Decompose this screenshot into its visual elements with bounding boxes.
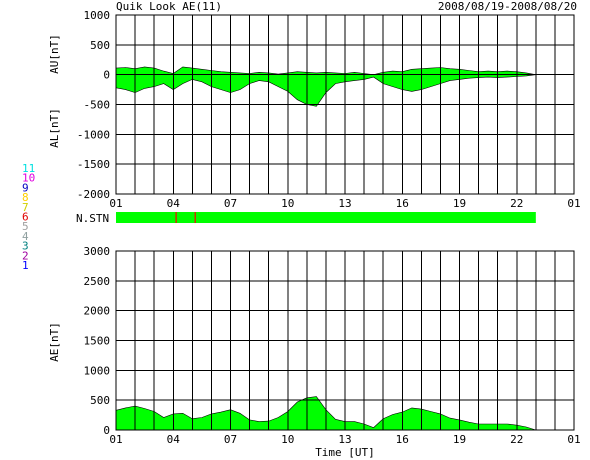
au-al-panel: 1000 500 0 -500 -1000 -1500 -2000 01 04 07 10 13 16… xyxy=(48,9,581,210)
y-tick-label: 500 xyxy=(90,394,110,407)
y-tick-label: 3000 xyxy=(84,245,111,258)
station-legend-item: 2 xyxy=(22,249,29,262)
y-tick-label: 500 xyxy=(90,39,110,52)
plot-frame xyxy=(115,250,575,431)
ae-y-tick-labels: 3000 2500 2000 1500 1000 500 0 xyxy=(84,245,111,437)
n-stn-strip xyxy=(116,212,536,223)
station-legend-item: 5 xyxy=(22,220,29,233)
station-legend-item: 9 xyxy=(22,181,29,194)
x-axis-label: Time [UT] xyxy=(315,446,375,459)
station-legend-item: 3 xyxy=(22,240,29,253)
au-al-y-tick-labels: 1000 500 0 -500 -1000 -1500 -2000 xyxy=(77,9,110,201)
x-tick-label: 10 xyxy=(281,433,294,446)
x-tick-label: 19 xyxy=(453,197,466,210)
x-tick-label: 13 xyxy=(338,197,351,210)
ae-x-tick-labels: 01 04 07 10 13 16 19 22 01 xyxy=(109,433,580,446)
y-tick-label: -500 xyxy=(84,99,111,112)
station-count-bar: N.STN xyxy=(76,212,536,225)
au-area xyxy=(116,66,536,75)
station-legend-item: 1 xyxy=(22,259,29,272)
ae-panel: 3000 2500 2000 1500 1000 500 0 01 04 07 10 13 16 19 2… xyxy=(48,245,581,459)
n-stn-label: N.STN xyxy=(76,212,109,225)
x-tick-label: 07 xyxy=(224,197,237,210)
chart-title: Quik Look AE(11) xyxy=(116,0,222,13)
y-tick-label: 1500 xyxy=(84,335,111,348)
n-stn-coverage xyxy=(116,212,536,223)
y-tick-label: 2500 xyxy=(84,275,111,288)
station-legend-item: 8 xyxy=(22,191,29,204)
x-tick-label: 01 xyxy=(567,197,580,210)
y-tick-label: -2000 xyxy=(77,188,110,201)
y-tick-label: -1000 xyxy=(77,128,110,141)
station-legend-item: 6 xyxy=(22,211,29,224)
y-tick-label: 0 xyxy=(103,424,110,437)
x-tick-label: 10 xyxy=(281,197,294,210)
station-legend-item: 11 xyxy=(22,162,35,175)
y-tick-label: 2000 xyxy=(84,305,111,318)
x-tick-label: 01 xyxy=(567,433,580,446)
x-tick-label: 16 xyxy=(396,433,409,446)
au-al-grid xyxy=(115,14,575,195)
x-tick-label: 04 xyxy=(167,197,181,210)
x-tick-label: 19 xyxy=(453,433,466,446)
y-tick-label: 1000 xyxy=(84,9,111,22)
x-tick-label: 01 xyxy=(109,197,122,210)
x-tick-label: 22 xyxy=(510,197,523,210)
y-tick-label: 1000 xyxy=(84,364,111,377)
x-tick-label: 13 xyxy=(338,433,351,446)
x-tick-label: 16 xyxy=(396,197,409,210)
x-tick-label: 04 xyxy=(167,433,181,446)
y-tick-label: 0 xyxy=(103,69,110,82)
ae-axis-label: AE[nT] xyxy=(48,322,61,362)
ae-grid xyxy=(115,250,575,431)
date-range: 2008/08/19-2008/08/20 xyxy=(438,0,577,13)
station-legend-item: 10 xyxy=(22,172,35,185)
station-legend-item: 4 xyxy=(22,230,29,243)
station-legend-item: 7 xyxy=(22,201,29,214)
plot-frame xyxy=(115,14,575,195)
x-tick-label: 07 xyxy=(224,433,237,446)
au-axis-label: AU[nT] xyxy=(48,34,61,74)
al-axis-label: AL[nT] xyxy=(48,108,61,148)
x-tick-label: 22 xyxy=(510,433,523,446)
y-tick-label: -1500 xyxy=(77,158,110,171)
au-al-x-tick-labels: 01 04 07 10 13 16 19 22 01 xyxy=(109,197,580,210)
x-tick-label: 01 xyxy=(109,433,122,446)
